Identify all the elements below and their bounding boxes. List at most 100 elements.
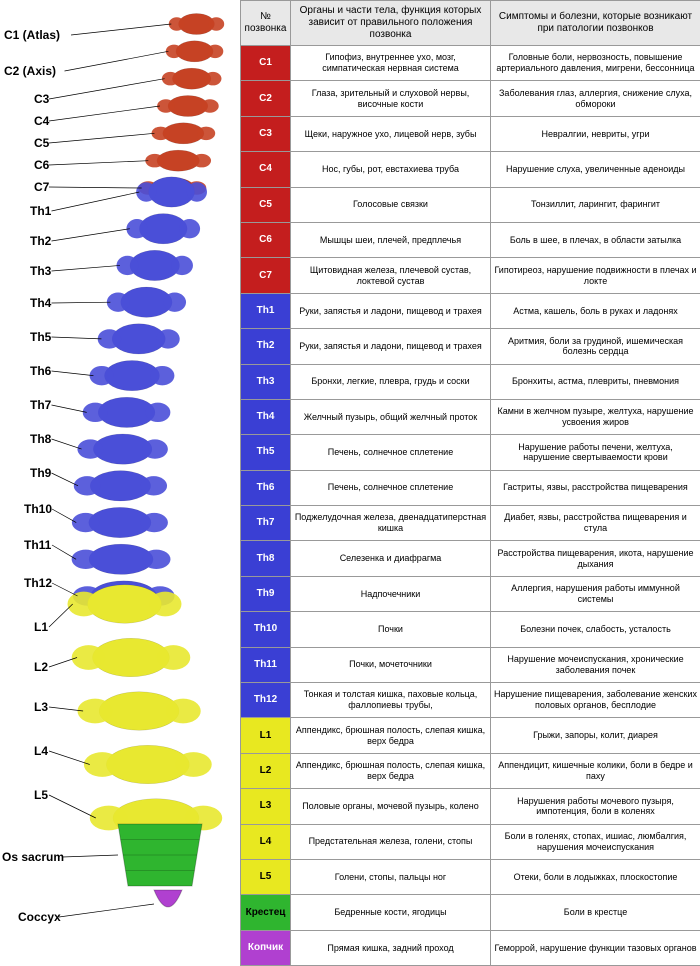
spine-vertebra-label: Th5 [30, 330, 51, 344]
organs-cell: Почки, мочеточники [291, 647, 491, 682]
symptoms-cell: Аппендицит, кишечные колики, боли в бедр… [491, 753, 700, 788]
organs-cell: Половые органы, мочевой пузырь, колено [291, 789, 491, 824]
spine-vertebra-label: Th1 [30, 204, 51, 218]
organs-cell: Глаза, зрительный и слуховой нервы, висо… [291, 81, 491, 116]
table-row: Th11Почки, мочеточникиНарушение мочеиспу… [241, 647, 700, 682]
vertebra-number-cell: Копчик [241, 930, 291, 965]
organs-cell: Голосовые связки [291, 187, 491, 222]
vertebra-number-cell: Th5 [241, 435, 291, 470]
table-row: L5Голени, стопы, пальцы ногОтеки, боли в… [241, 859, 700, 894]
table-row: C7Щитовидная железа, плечевой сустав, ло… [241, 258, 700, 293]
table-row: Th7Поджелудочная железа, двенадцатиперст… [241, 506, 700, 541]
organs-cell: Тонкая и толстая кишка, паховые кольца, … [291, 683, 491, 718]
symptoms-cell: Астма, кашель, боль в руках и ладонях [491, 293, 700, 328]
symptoms-cell: Болезни почек, слабость, усталость [491, 612, 700, 647]
spine-vertebra-label: Os sacrum [2, 850, 64, 864]
symptoms-cell: Головные боли, нервозность, повышение ар… [491, 46, 700, 81]
organs-cell: Нос, губы, рот, евстахиева труба [291, 152, 491, 187]
symptoms-cell: Камни в желчном пузыре, желтуха, нарушен… [491, 399, 700, 434]
spine-vertebra-label: Coccyx [18, 910, 61, 924]
organs-cell: Прямая кишка, задний проход [291, 930, 491, 965]
table-row: C5Голосовые связкиТонзиллит, ларингит, ф… [241, 187, 700, 222]
organs-cell: Щитовидная железа, плечевой сустав, локт… [291, 258, 491, 293]
vertebra-number-cell: Th12 [241, 683, 291, 718]
table-row: Th4Желчный пузырь, общий желчный протокК… [241, 399, 700, 434]
table-row: L4Предстательная железа, голени, стопыБо… [241, 824, 700, 859]
vertebra-table: № позвонка Органы и части тела, функция … [240, 0, 700, 966]
vertebra-number-cell: C5 [241, 187, 291, 222]
table-row: Th1Руки, запястья и ладони, пищевод и тр… [241, 293, 700, 328]
organs-cell: Печень, солнечное сплетение [291, 435, 491, 470]
vertebra-number-cell: C6 [241, 222, 291, 257]
spine-vertebra-label: C4 [34, 114, 49, 128]
spine-vertebra-label: L5 [34, 788, 48, 802]
organs-cell: Селезенка и диафрагма [291, 541, 491, 576]
spine-vertebra-label: C1 (Atlas) [4, 28, 60, 42]
organs-cell: Голени, стопы, пальцы ног [291, 859, 491, 894]
vertebra-number-cell: L5 [241, 859, 291, 894]
header-organs: Органы и части тела, функция которых зав… [291, 1, 491, 46]
symptoms-cell: Нарушение слуха, увеличенные аденоиды [491, 152, 700, 187]
main-container: C1 (Atlas)C2 (Axis)C3C4C5C6C7Th1Th2Th3Th… [0, 0, 700, 966]
table-row: Th2Руки, запястья и ладони, пищевод и тр… [241, 329, 700, 364]
vertebra-number-cell: C4 [241, 152, 291, 187]
spine-vertebra-label: L3 [34, 700, 48, 714]
table-row: Th5Печень, солнечное сплетениеНарушение … [241, 435, 700, 470]
table-row: Th10ПочкиБолезни почек, слабость, устало… [241, 612, 700, 647]
table-row: C1Гипофиз, внутреннее ухо, мозг, симпати… [241, 46, 700, 81]
table-header-row: № позвонка Органы и части тела, функция … [241, 1, 700, 46]
spine-vertebra-label: Th2 [30, 234, 51, 248]
spine-vertebra-label: L4 [34, 744, 48, 758]
spine-vertebra-label: Th9 [30, 466, 51, 480]
spine-vertebra-label: Th3 [30, 264, 51, 278]
spine-vertebra-label: Th4 [30, 296, 51, 310]
header-num: № позвонка [241, 1, 291, 46]
spine-vertebra-label: C7 [34, 180, 49, 194]
vertebra-number-cell: Th10 [241, 612, 291, 647]
spine-vertebra-label: C3 [34, 92, 49, 106]
table-row: L1Аппендикс, брюшная полость, слепая киш… [241, 718, 700, 753]
symptoms-cell: Нарушение пищеварения, заболевание женск… [491, 683, 700, 718]
symptoms-cell: Расстройства пищеварения, икота, нарушен… [491, 541, 700, 576]
table-row: КопчикПрямая кишка, задний проходГеморро… [241, 930, 700, 965]
spine-vertebra-label: C5 [34, 136, 49, 150]
vertebra-number-cell: Th2 [241, 329, 291, 364]
table-row: C4Нос, губы, рот, евстахиева трубаНаруше… [241, 152, 700, 187]
table-row: Th8Селезенка и диафрагмаРасстройства пищ… [241, 541, 700, 576]
spine-vertebra-label: Th12 [24, 576, 52, 590]
symptoms-cell: Отеки, боли в лодыжках, плоскостопие [491, 859, 700, 894]
symptoms-cell: Тонзиллит, ларингит, фарингит [491, 187, 700, 222]
symptoms-cell: Аритмия, боли за грудиной, ишемическая б… [491, 329, 700, 364]
spine-vertebra-label: Th11 [24, 538, 51, 552]
spine-diagram-column: C1 (Atlas)C2 (Axis)C3C4C5C6C7Th1Th2Th3Th… [0, 0, 240, 928]
symptoms-cell: Боль в шее, в плечах, в области затылка [491, 222, 700, 257]
table-row: L3Половые органы, мочевой пузырь, колено… [241, 789, 700, 824]
table-row: Th3Бронхи, легкие, плевра, грудь и соски… [241, 364, 700, 399]
symptoms-cell: Заболевания глаз, аллергия, снижение слу… [491, 81, 700, 116]
symptoms-cell: Аллергия, нарушения работы иммунной сист… [491, 576, 700, 611]
organs-cell: Почки [291, 612, 491, 647]
spine-vertebra-label: Th10 [24, 502, 52, 516]
vertebra-number-cell: L3 [241, 789, 291, 824]
organs-cell: Желчный пузырь, общий желчный проток [291, 399, 491, 434]
vertebra-number-cell: C3 [241, 116, 291, 151]
vertebra-number-cell: Th6 [241, 470, 291, 505]
table-row: C2Глаза, зрительный и слуховой нервы, ви… [241, 81, 700, 116]
organs-cell: Бедренные кости, ягодицы [291, 895, 491, 930]
symptoms-cell: Невралгии, невриты, угри [491, 116, 700, 151]
vertebra-number-cell: C2 [241, 81, 291, 116]
spine-vertebra-label: L1 [34, 620, 48, 634]
vertebra-number-cell: Th4 [241, 399, 291, 434]
table-column: № позвонка Органы и части тела, функция … [240, 0, 700, 966]
table-row: Th6Печень, солнечное сплетениеГастриты, … [241, 470, 700, 505]
organs-cell: Предстательная железа, голени, стопы [291, 824, 491, 859]
organs-cell: Аппендикс, брюшная полость, слепая кишка… [291, 718, 491, 753]
symptoms-cell: Геморрой, нарушение функции тазовых орга… [491, 930, 700, 965]
symptoms-cell: Грыжи, запоры, колит, диарея [491, 718, 700, 753]
vertebra-number-cell: Th9 [241, 576, 291, 611]
vertebra-number-cell: L2 [241, 753, 291, 788]
organs-cell: Руки, запястья и ладони, пищевод и трахе… [291, 293, 491, 328]
symptoms-cell: Боли в крестце [491, 895, 700, 930]
vertebra-number-cell: L1 [241, 718, 291, 753]
organs-cell: Надпочечники [291, 576, 491, 611]
